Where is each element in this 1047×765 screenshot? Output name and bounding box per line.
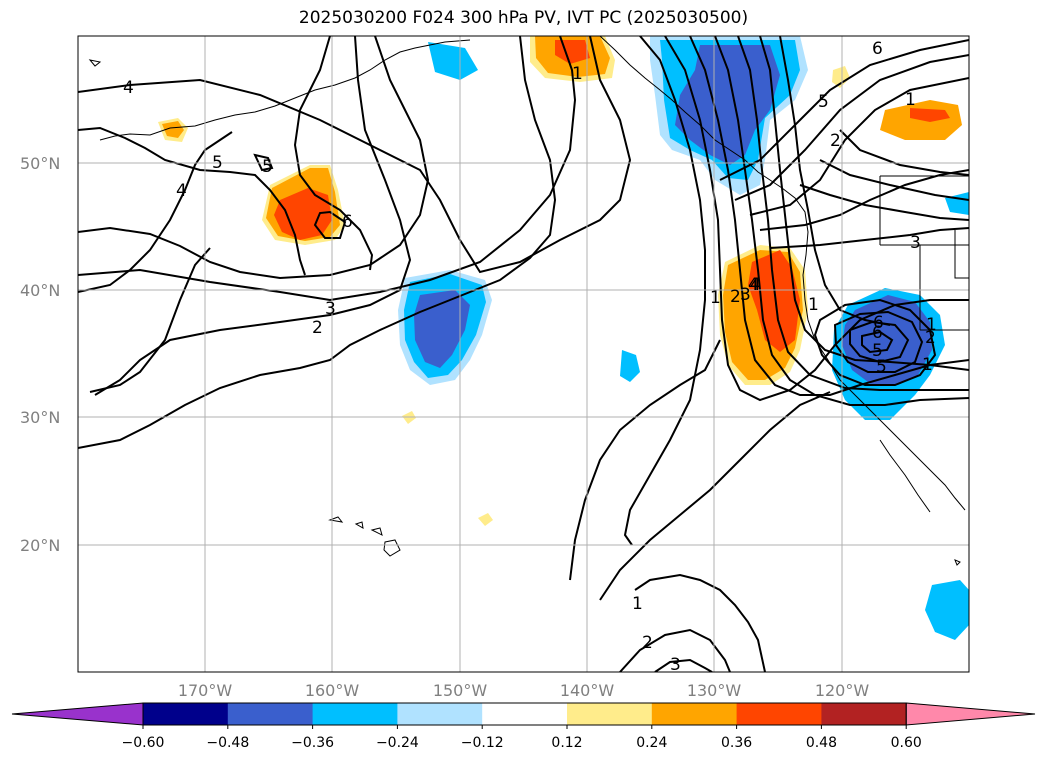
lat-label-20n: 20°N	[20, 536, 60, 555]
contour-label: 1	[922, 355, 933, 375]
contour-label: 3	[910, 233, 921, 253]
contour-label: 5	[872, 341, 883, 361]
lat-label-40n: 40°N	[20, 281, 60, 300]
latitude-labels: 50°N 40°N 30°N 20°N	[20, 154, 60, 555]
colorbar: −0.60 −0.48 −0.36 −0.24 −0.12 0.12 0.24 0.36 0.4…	[11, 702, 1036, 751]
contour-label: 5	[212, 153, 223, 173]
contour-label: 2	[642, 633, 653, 653]
contour-label: 5	[262, 157, 273, 177]
contour-label: 1	[905, 90, 916, 110]
colorbar-segment	[143, 703, 229, 725]
contour-label: 4	[176, 181, 187, 201]
colorbar-tick-label: −0.48	[206, 735, 249, 751]
contour-label: 3	[740, 285, 751, 305]
lon-label-130w: 130°W	[687, 681, 742, 700]
colorbar-outline	[142, 702, 907, 726]
contour-label: 1	[572, 64, 583, 84]
contour-label: 5	[876, 357, 887, 377]
colorbar-segment	[736, 703, 822, 725]
contour-label: 6	[872, 323, 883, 343]
colorbar-extend-right	[905, 702, 1036, 726]
contour-label: 2	[730, 287, 741, 307]
lon-label-140w: 140°W	[560, 681, 615, 700]
lon-label-170w: 170°W	[178, 681, 233, 700]
contour-label: 1	[808, 295, 819, 315]
colorbar-tick-label: −0.12	[461, 735, 504, 751]
colorbar-tick-label: 0.12	[551, 735, 582, 751]
colorbar-tick-label: −0.24	[376, 735, 419, 751]
contour-label: 6	[872, 39, 883, 59]
colorbar-tick-label: −0.60	[122, 735, 165, 751]
contour-label: 4	[750, 275, 761, 295]
colorbar-segment	[651, 703, 738, 725]
coastlines	[88, 36, 969, 566]
lon-label-160w: 160°W	[305, 681, 360, 700]
colorbar-segment	[567, 703, 653, 725]
map-area	[78, 36, 969, 672]
contour-label: 6	[342, 212, 353, 232]
contour-label: 4	[123, 78, 134, 98]
colorbar-segment	[397, 703, 483, 725]
pv-contours	[78, 36, 969, 672]
colorbar-segment	[821, 703, 907, 725]
colorbar-extend-left	[11, 702, 144, 726]
colorbar-segment	[482, 703, 568, 725]
colorbar-tick-label: 0.48	[806, 735, 837, 751]
lat-label-50n: 50°N	[20, 154, 60, 173]
lon-label-120w: 120°W	[815, 681, 870, 700]
contour-label: 1	[926, 315, 937, 335]
longitude-labels: 170°W 160°W 150°W 140°W 130°W 120°W	[178, 681, 870, 700]
contour-label: 3	[325, 299, 336, 319]
contour-label: 2	[312, 318, 323, 338]
contour-label: 1	[632, 594, 643, 614]
colorbar-tick-label: 0.24	[636, 735, 667, 751]
contour-labels: 4 5 5 4 6 3 2 1 1 2 3 4 5 6 1 2 3 1 6 5 …	[123, 39, 937, 675]
contour-label: 2	[925, 328, 936, 348]
map-title: 2025030200 F024 300 hPa PV, IVT PC (2025…	[298, 8, 749, 28]
contour-label: 6	[873, 313, 884, 333]
colorbar-tick-label: 0.60	[891, 735, 922, 751]
contour-label: 3	[670, 655, 681, 675]
map-frame	[77, 35, 970, 673]
colorbar-segment	[312, 703, 398, 725]
contour-label: 5	[818, 92, 829, 112]
lat-label-30n: 30°N	[20, 408, 60, 427]
lon-label-150w: 150°W	[433, 681, 488, 700]
colorbar-tick-label: −0.36	[291, 735, 334, 751]
contour-label: 4	[748, 275, 759, 295]
colorbar-segment	[227, 703, 314, 725]
contour-label: 2	[830, 131, 841, 151]
colorbar-tick-label: 0.36	[721, 735, 752, 751]
contour-label: 1	[710, 288, 721, 308]
gridlines	[78, 36, 969, 672]
